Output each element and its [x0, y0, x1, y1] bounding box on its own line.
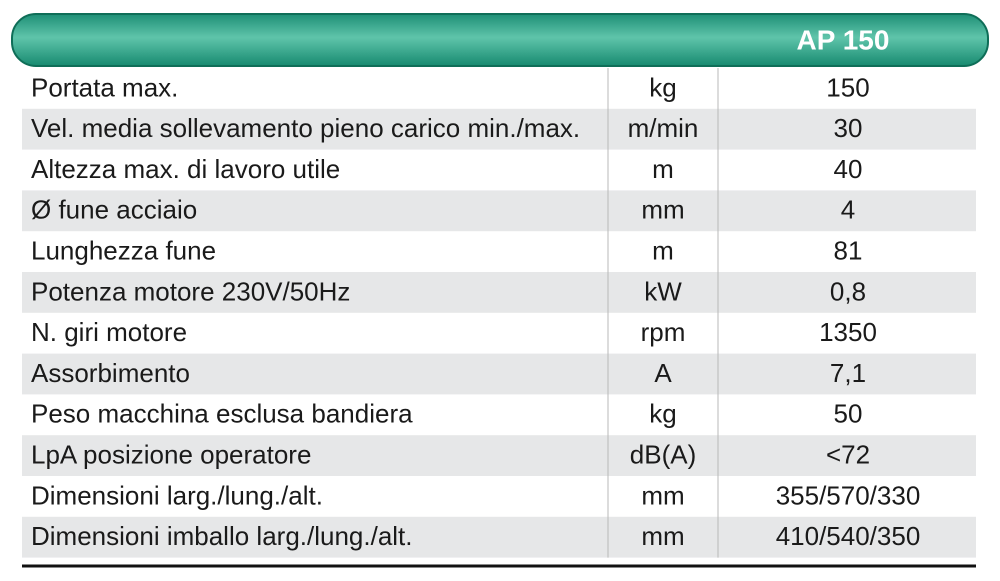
spec-value: 355/570/330 [776, 480, 921, 510]
table: Portata max. kg 150 Vel. media sollevamento… [22, 68, 976, 558]
spec-unit: A [654, 358, 672, 388]
row-shade [22, 272, 976, 313]
spec-label: Assorbimento [31, 358, 190, 388]
spec-value: 30 [834, 113, 863, 143]
spec-value: 410/540/350 [776, 521, 921, 551]
row-shade [22, 353, 976, 395]
spec-value: 0,8 [830, 276, 866, 306]
spec-label: Vel. media sollevamento pieno carico min… [31, 113, 580, 143]
row-shade [22, 190, 976, 232]
spec-label: Peso macchina esclusa bandiera [31, 399, 413, 429]
spec-unit: kg [649, 72, 676, 102]
spec-unit: m [652, 235, 674, 265]
spec-label: Potenza motore 230V/50Hz [31, 276, 350, 306]
spec-label: Lunghezza fune [31, 235, 216, 265]
row-shade [22, 516, 976, 558]
spec-value: 7,1 [830, 358, 866, 388]
header-bar [11, 13, 989, 67]
spec-unit: dB(A) [630, 439, 696, 469]
spec-unit: mm [641, 521, 684, 551]
spec-unit: m/min [628, 113, 699, 143]
spec-value: 40 [834, 154, 863, 184]
spec-label: Altezza max. di lavoro utile [31, 154, 340, 184]
spec-label: LpA posizione operatore [31, 439, 311, 469]
spec-unit: kW [644, 276, 682, 306]
spec-label: Dimensioni imballo larg./lung./alt. [31, 521, 413, 551]
spec-unit: m [652, 154, 674, 184]
spec-unit: mm [641, 195, 684, 225]
spec-unit: kg [649, 399, 676, 429]
spec-label: Dimensioni larg./lung./alt. [31, 480, 323, 510]
spec-label: Ø fune acciaio [31, 195, 197, 225]
header-title: AP 150 [797, 24, 890, 55]
spec-unit: rpm [641, 317, 686, 347]
spec-value: 150 [826, 72, 869, 102]
spec-value: 4 [841, 195, 855, 225]
spec-unit: mm [641, 480, 684, 510]
spec-value: 81 [834, 235, 863, 265]
row-shade [22, 108, 976, 150]
spec-value: 1350 [819, 317, 877, 347]
spec-label: N. giri motore [31, 317, 187, 347]
spec-label: Portata max. [31, 72, 178, 102]
spec-value: <72 [826, 439, 870, 469]
row-shade [22, 435, 976, 476]
spec-value: 50 [834, 399, 863, 429]
